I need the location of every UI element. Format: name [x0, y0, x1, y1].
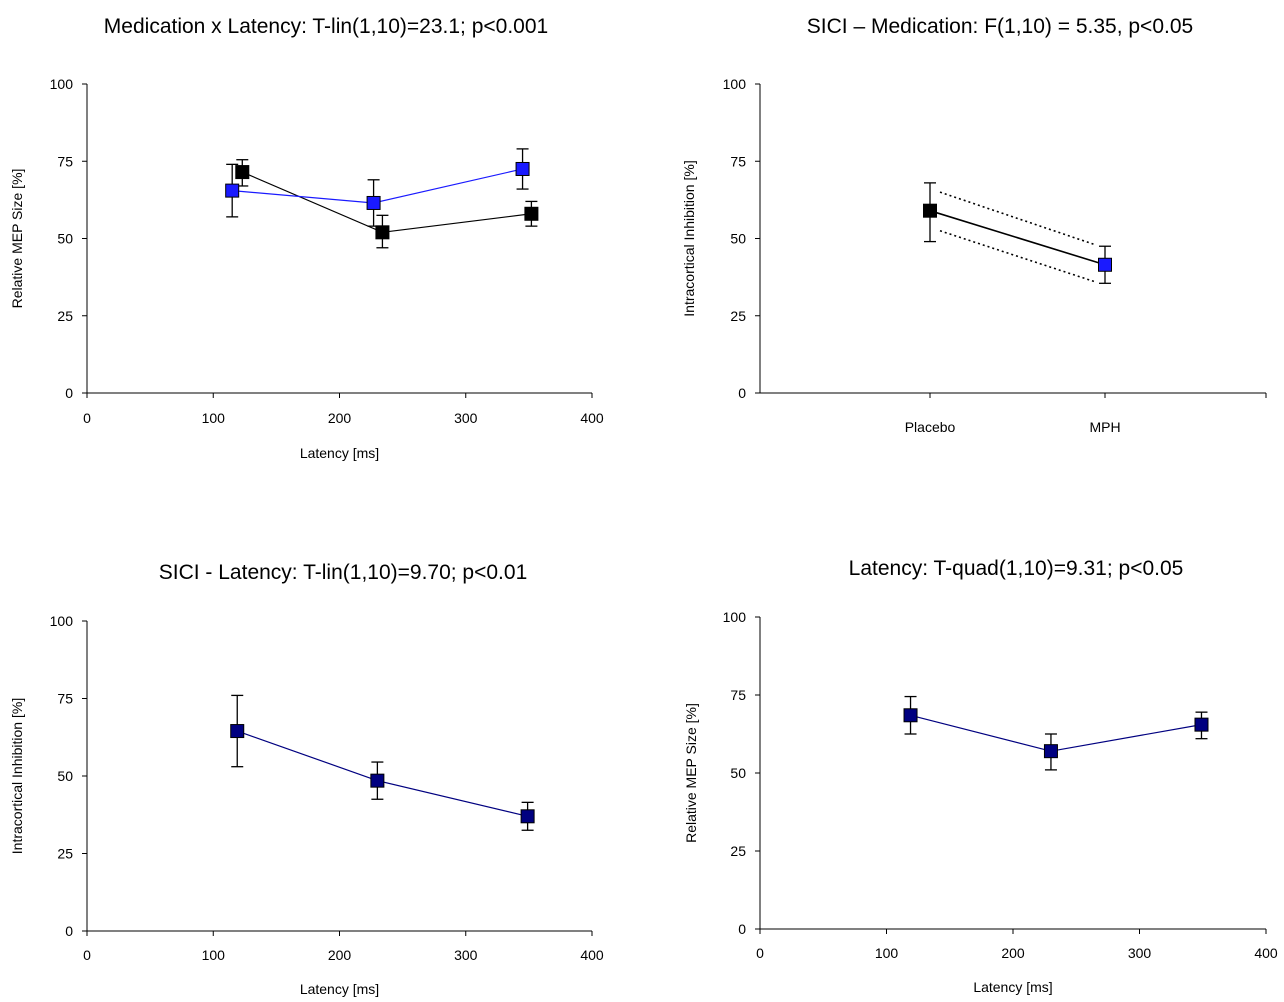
x-tick-label: 200 [1001, 945, 1025, 961]
data-point-marker [1194, 717, 1209, 732]
x-tick-label: 300 [454, 947, 478, 963]
data-point-marker [903, 708, 918, 723]
chart-title: SICI - Latency: T-lin(1,10)=9.70; p<0.01 [159, 561, 528, 584]
y-tick-label: 25 [57, 308, 73, 324]
data-point-marker [230, 724, 245, 739]
y-tick-label: 100 [50, 76, 74, 92]
x-tick-label: 0 [756, 945, 764, 961]
dotted-band-lower [939, 230, 1096, 283]
y-tick-label: 75 [57, 691, 73, 707]
x-tick-label: 400 [1254, 945, 1278, 961]
y-tick-label: 75 [730, 687, 746, 703]
y-axis-label: Relative MEP Size [%] [683, 703, 699, 843]
x-axis-label: Latency [ms] [300, 445, 379, 461]
chart-panel-3: SICI - Latency: T-lin(1,10)=9.70; p<0.01… [9, 561, 604, 997]
data-point-marker [366, 195, 381, 210]
x-tick-label: 100 [875, 945, 899, 961]
y-tick-label: 25 [57, 846, 73, 862]
x-tick-label: 200 [328, 947, 352, 963]
series-1 [230, 694, 535, 831]
y-tick-label: 100 [50, 613, 74, 629]
y-tick-label: 75 [57, 153, 73, 169]
y-tick-label: 25 [730, 843, 746, 859]
dotted-band-upper [939, 191, 1096, 246]
x-category-label: MPH [1089, 419, 1120, 435]
y-tick-label: 75 [730, 153, 746, 169]
y-tick-label: 0 [65, 923, 73, 939]
y-axis-label: Intracortical Inhibition [%] [9, 698, 25, 854]
series-1 [903, 695, 1209, 771]
chart-panel-1: Medication x Latency: T-lin(1,10)=23.1; … [9, 15, 604, 461]
y-tick-label: 50 [730, 231, 746, 247]
chart-panel-2: SICI – Medication: F(1,10) = 5.35, p<0.0… [681, 15, 1267, 435]
data-point-marker [515, 161, 530, 176]
y-tick-label: 0 [738, 921, 746, 937]
data-point-marker [370, 773, 385, 788]
x-tick-label: 300 [1128, 945, 1152, 961]
y-tick-label: 100 [723, 609, 747, 625]
chart-title: SICI – Medication: F(1,10) = 5.35, p<0.0… [807, 15, 1193, 38]
x-tick-label: 400 [580, 947, 604, 963]
series-line [929, 209, 1106, 266]
series-line [242, 171, 532, 233]
series-1 [235, 159, 539, 249]
data-point-marker [375, 225, 390, 240]
y-tick-label: 0 [738, 385, 746, 401]
data-point-marker [923, 203, 937, 218]
data-point-marker [1098, 257, 1112, 272]
y-tick-label: 0 [65, 385, 73, 401]
y-axis-label: Relative MEP Size [%] [9, 169, 25, 309]
chart-panel-4: Latency: T-quad(1,10)=9.31; p<0.05 0 25 50 7… [683, 557, 1278, 995]
x-tick-label: 100 [202, 410, 226, 426]
x-axis-label: Latency [ms] [973, 979, 1052, 995]
y-tick-label: 25 [730, 308, 746, 324]
series-1 [923, 182, 1112, 284]
data-point-marker [520, 809, 535, 824]
x-axis-label: Latency [ms] [300, 981, 379, 997]
x-tick-label: 100 [202, 947, 226, 963]
series-2 [225, 148, 530, 227]
data-point-marker [225, 183, 240, 198]
x-tick-label: 400 [580, 410, 604, 426]
y-tick-label: 50 [730, 765, 746, 781]
data-point-marker [524, 206, 539, 221]
data-point-marker [1043, 744, 1058, 759]
y-axis-label: Intracortical Inhibition [%] [681, 160, 697, 316]
chart-title: Medication x Latency: T-lin(1,10)=23.1; … [104, 15, 548, 38]
x-tick-label: 200 [328, 410, 352, 426]
x-category-label: Placebo [905, 419, 956, 435]
y-tick-label: 50 [57, 231, 73, 247]
chart-title: Latency: T-quad(1,10)=9.31; p<0.05 [849, 557, 1184, 580]
x-tick-label: 300 [454, 410, 478, 426]
x-tick-label: 0 [83, 410, 91, 426]
data-point-marker [235, 165, 250, 180]
x-tick-label: 0 [83, 947, 91, 963]
y-tick-label: 100 [723, 76, 747, 92]
y-tick-label: 50 [57, 768, 73, 784]
